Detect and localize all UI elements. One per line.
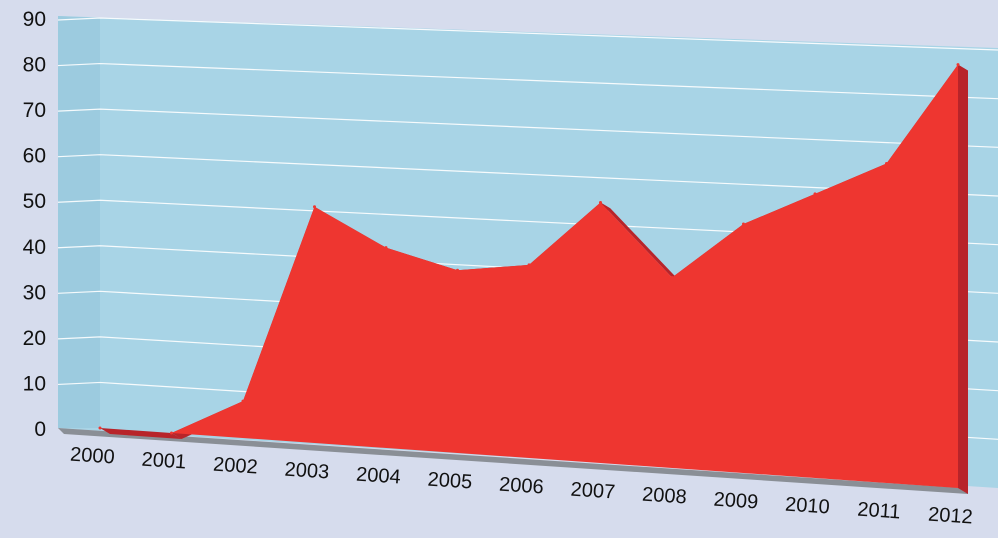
x-tick-label: 2010 bbox=[784, 493, 830, 518]
data-point-2011 bbox=[885, 162, 888, 166]
gridline-80 bbox=[57, 62, 998, 100]
y-tick-label: 50 bbox=[23, 190, 46, 213]
data-point-2005 bbox=[456, 268, 459, 272]
y-tick-label: 0 bbox=[34, 418, 46, 441]
data-point-2006 bbox=[527, 263, 531, 267]
area-side-segment bbox=[100, 428, 182, 439]
y-tick-label: 10 bbox=[23, 372, 46, 395]
data-point-2008 bbox=[670, 275, 674, 279]
chart-floor bbox=[58, 428, 968, 494]
data-point-2002 bbox=[241, 399, 245, 403]
y-tick-label: 20 bbox=[23, 327, 46, 350]
x-tick-label: 2012 bbox=[927, 503, 973, 528]
y-tick-label: 60 bbox=[23, 145, 46, 168]
x-tick-label: 2004 bbox=[355, 463, 401, 488]
y-axis-ticks: 0 10 20 30 40 50 60 70 80 90 bbox=[23, 8, 46, 441]
data-point-2010 bbox=[813, 192, 817, 196]
x-tick-label: 2011 bbox=[857, 499, 901, 524]
area-right-edge bbox=[958, 64, 968, 494]
data-point-2003 bbox=[313, 205, 316, 209]
data-point-2007 bbox=[599, 200, 602, 204]
data-point-2000 bbox=[98, 426, 102, 430]
x-tick-label: 2001 bbox=[141, 448, 187, 473]
data-point-2009 bbox=[742, 222, 745, 226]
y-tick-label: 40 bbox=[23, 236, 46, 259]
x-tick-label: 2003 bbox=[284, 458, 330, 483]
x-tick-label: 2000 bbox=[69, 443, 115, 468]
data-point-2004 bbox=[384, 246, 388, 250]
x-tick-label: 2006 bbox=[498, 473, 544, 498]
y-tick-label: 30 bbox=[23, 281, 46, 304]
y-tick-label: 70 bbox=[23, 99, 46, 122]
x-tick-label: 2008 bbox=[641, 483, 687, 508]
gridline-50 bbox=[57, 199, 998, 246]
x-tick-label: 2002 bbox=[212, 453, 258, 478]
gridline-90 bbox=[57, 17, 998, 51]
area-series bbox=[100, 64, 958, 488]
gridline-70 bbox=[57, 108, 998, 148]
x-tick-label: 2005 bbox=[427, 468, 473, 493]
area-side-segment bbox=[600, 202, 682, 284]
x-axis-ticks: 2000 2001 2002 2003 2004 2005 2006 2007 2008 2009… bbox=[69, 443, 973, 528]
data-point-2012 bbox=[956, 63, 960, 67]
y-tick-label: 80 bbox=[23, 54, 46, 77]
data-point-2001 bbox=[170, 431, 173, 435]
x-tick-label: 2007 bbox=[570, 478, 616, 503]
gridline-60 bbox=[57, 154, 998, 197]
chart-left-wall bbox=[58, 16, 100, 428]
x-tick-label: 2009 bbox=[713, 488, 759, 513]
y-tick-label: 90 bbox=[23, 8, 46, 31]
